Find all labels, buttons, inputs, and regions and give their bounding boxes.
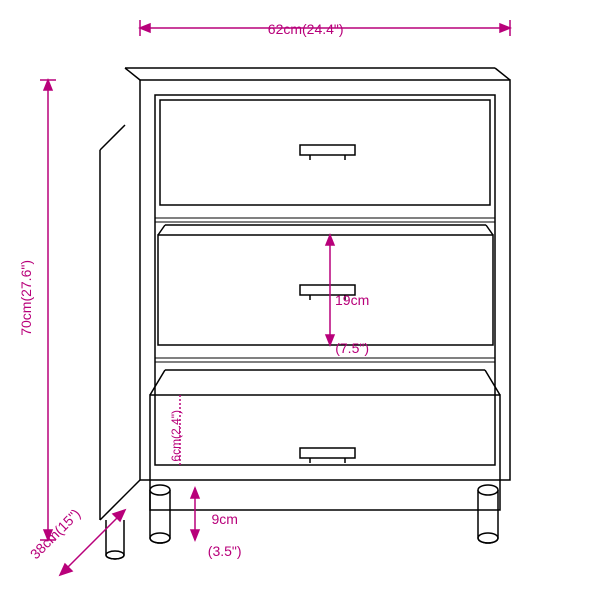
gap-label: 6cm(2.4") <box>155 410 183 468</box>
drawer-height-label: 19cm (7.5") <box>335 260 369 372</box>
leg-height-in: (3.5") <box>208 543 242 559</box>
height-cm: 70cm <box>18 302 34 336</box>
height-label: 70cm(27.6") <box>2 260 34 344</box>
width-label: 62cm(24.4") <box>260 5 344 37</box>
width-cm: 62cm <box>268 21 302 37</box>
cabinet-drawing <box>0 0 600 600</box>
diagram-canvas: 62cm(24.4") 70cm(27.6") 38cm(15") 19cm (… <box>0 0 600 600</box>
leg-height-cm: 9cm <box>211 511 237 527</box>
gap-in: (2.4") <box>169 410 183 439</box>
leg-height-label: 9cm (3.5") <box>200 495 242 559</box>
drawer-height-in: (7.5") <box>335 340 369 356</box>
gap-cm: 6cm <box>169 439 183 462</box>
width-in: (24.4") <box>302 21 344 37</box>
drawer-height-cm: 19cm <box>335 292 369 308</box>
height-in: (27.6") <box>18 260 34 302</box>
